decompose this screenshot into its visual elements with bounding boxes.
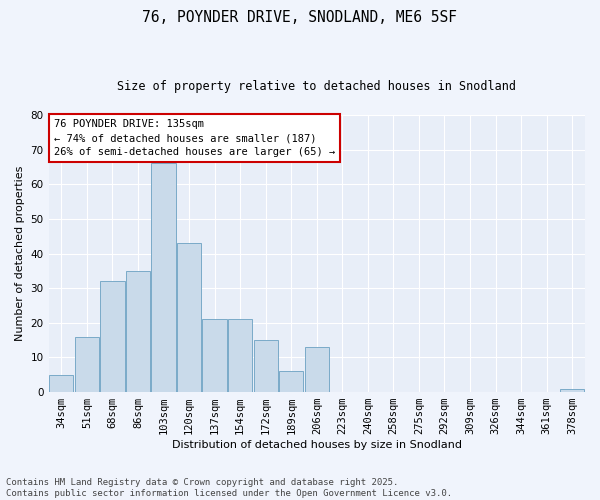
Bar [75, 336, 99, 392]
Text: 76, POYNDER DRIVE, SNODLAND, ME6 5SF: 76, POYNDER DRIVE, SNODLAND, ME6 5SF [143, 10, 458, 25]
Y-axis label: Number of detached properties: Number of detached properties [15, 166, 25, 341]
Bar [305, 347, 329, 392]
Bar [279, 372, 304, 392]
Bar [49, 375, 73, 392]
Text: 76 POYNDER DRIVE: 135sqm
← 74% of detached houses are smaller (187)
26% of semi-: 76 POYNDER DRIVE: 135sqm ← 74% of detach… [54, 119, 335, 157]
Bar [202, 320, 227, 392]
Bar [228, 320, 252, 392]
Bar [177, 243, 201, 392]
Bar [126, 271, 150, 392]
Bar [560, 388, 584, 392]
Bar [100, 281, 125, 392]
Text: Contains HM Land Registry data © Crown copyright and database right 2025.
Contai: Contains HM Land Registry data © Crown c… [6, 478, 452, 498]
X-axis label: Distribution of detached houses by size in Snodland: Distribution of detached houses by size … [172, 440, 462, 450]
Title: Size of property relative to detached houses in Snodland: Size of property relative to detached ho… [117, 80, 516, 93]
Bar [151, 164, 176, 392]
Bar [254, 340, 278, 392]
